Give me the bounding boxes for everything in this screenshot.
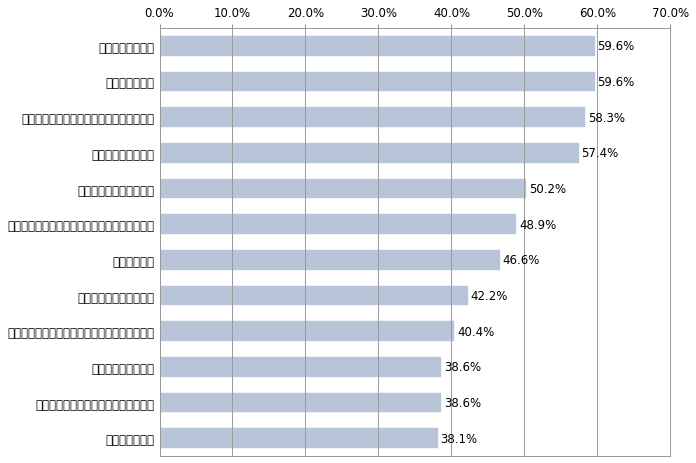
Text: 38.6%: 38.6% [444,396,482,409]
Text: 40.4%: 40.4% [457,325,495,338]
Text: 38.1%: 38.1% [441,432,477,445]
Text: 59.6%: 59.6% [597,76,635,89]
Text: 46.6%: 46.6% [503,254,540,267]
Bar [159,286,468,306]
Bar [159,144,578,163]
Text: 42.2%: 42.2% [470,289,508,302]
Bar [159,322,454,341]
Bar [159,250,500,270]
Text: 59.6%: 59.6% [597,40,635,53]
Bar [159,179,526,199]
Bar [159,357,441,377]
Text: 58.3%: 58.3% [588,112,625,125]
Bar [159,393,441,413]
Bar [159,37,594,56]
Bar [159,215,516,234]
Bar [159,73,594,92]
Text: 38.6%: 38.6% [444,361,482,374]
Text: 50.2%: 50.2% [529,182,566,195]
Bar [159,428,438,448]
Bar [159,108,585,128]
Text: 48.9%: 48.9% [519,218,557,231]
Text: 57.4%: 57.4% [581,147,619,160]
